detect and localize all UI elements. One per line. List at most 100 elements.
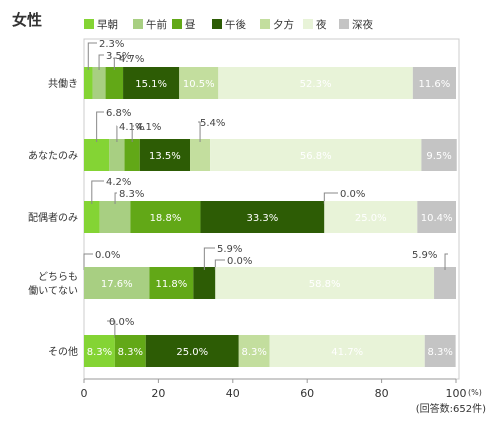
data-label: 25.0% xyxy=(355,213,387,224)
leader-line xyxy=(114,192,117,204)
data-label: 13.5% xyxy=(149,151,181,162)
bar-segment xyxy=(421,139,457,171)
data-label: 0.0% xyxy=(227,256,252,267)
bar-segment xyxy=(99,201,131,233)
chart-title: 女性 xyxy=(12,11,42,29)
x-unit-label: (%) xyxy=(468,388,482,397)
data-label: 8.3% xyxy=(119,189,144,200)
legend-label: 深夜 xyxy=(352,18,373,31)
bar-segment xyxy=(123,67,180,99)
bar-segment xyxy=(149,267,194,299)
category-label: 配偶者のみ xyxy=(28,211,78,224)
data-label: 5.9% xyxy=(217,244,242,255)
x-tick-label: 20 xyxy=(151,387,165,400)
bar-segment xyxy=(200,201,325,233)
legend-label: 早朝 xyxy=(97,19,118,31)
bar-segment xyxy=(84,139,110,171)
bars: 2.3%3.5%4.7% 15.1% 10.5% 52.3% 11.6% 6.8% 4.1%… xyxy=(83,39,457,367)
legend-label: 昼 xyxy=(185,19,196,31)
category-label: 働いてない xyxy=(28,284,78,297)
x-tick-label: 40 xyxy=(226,387,240,400)
data-label: 8.3% xyxy=(427,347,452,358)
data-label: 2.3% xyxy=(99,39,124,50)
data-label: 4.1% xyxy=(136,122,161,133)
response-count-note: (回答数:652件) xyxy=(416,402,486,415)
data-label: 5.9% xyxy=(412,250,437,261)
bar-segment xyxy=(210,139,422,171)
bar-segment xyxy=(417,201,456,233)
data-label: 52.3% xyxy=(300,79,332,90)
category-label: その他 xyxy=(48,345,78,358)
leader-line xyxy=(214,259,225,270)
category-label: どちらも xyxy=(38,271,78,283)
leader-line xyxy=(323,192,338,204)
leader-line xyxy=(107,320,116,338)
data-label: 5.4% xyxy=(200,118,225,129)
data-label: 6.8% xyxy=(106,108,131,119)
legend-label: 午前 xyxy=(146,18,167,31)
bar-segment xyxy=(139,139,191,171)
bar-segment xyxy=(424,335,456,367)
bar-segment xyxy=(238,335,270,367)
legend-swatch xyxy=(303,19,313,29)
data-label: 0.0% xyxy=(109,317,134,328)
legend: 早朝 午前 昼 午後 夕方 夜 深夜 xyxy=(84,18,373,31)
legend-swatch xyxy=(212,19,222,29)
bar-segment xyxy=(84,335,115,367)
bar-segment xyxy=(124,139,140,171)
bar-segment xyxy=(190,139,211,171)
leader-line xyxy=(87,42,97,70)
leader-line xyxy=(96,111,104,142)
data-label: 18.8% xyxy=(150,213,182,224)
x-tick-label: 80 xyxy=(375,387,389,400)
data-label: 25.0% xyxy=(176,347,208,358)
data-label: 58.8% xyxy=(309,279,341,290)
bar-segment xyxy=(434,267,456,299)
data-label: 4.7% xyxy=(119,54,144,65)
data-label: 10.5% xyxy=(183,79,215,90)
bar-segment xyxy=(114,335,146,367)
data-label: 56.8% xyxy=(300,151,332,162)
data-label: 10.4% xyxy=(421,213,453,224)
category-label: 共働き xyxy=(48,77,78,90)
leader-line xyxy=(113,57,117,70)
legend-swatch xyxy=(260,19,270,29)
bar-segment xyxy=(324,201,418,233)
leader-line xyxy=(98,54,104,70)
legend-swatch xyxy=(339,19,349,29)
data-label: 15.1% xyxy=(135,79,167,90)
data-label: 33.3% xyxy=(246,213,278,224)
legend-swatch xyxy=(84,19,94,29)
bar-segment xyxy=(92,67,106,99)
bar-segment xyxy=(84,267,150,299)
data-label: 11.6% xyxy=(419,79,451,90)
legend-swatch xyxy=(133,19,143,29)
data-label: 4.2% xyxy=(106,177,131,188)
data-label: 9.5% xyxy=(426,151,451,162)
bar-segment xyxy=(109,139,125,171)
bar-segment xyxy=(193,267,216,299)
x-tick-label: 100 xyxy=(446,387,467,400)
bar-segment xyxy=(145,335,239,367)
bar-segment xyxy=(105,67,124,99)
category-label: あなたのみ xyxy=(28,150,78,162)
bar-segment xyxy=(84,201,100,233)
bar-segment xyxy=(269,335,425,367)
legend-label: 午後 xyxy=(225,18,246,31)
legend-label: 夜 xyxy=(316,18,327,31)
bar-segment xyxy=(84,67,93,99)
legend-label: 夕方 xyxy=(273,18,294,31)
x-tick-label: 0 xyxy=(81,387,88,400)
leader-line xyxy=(444,253,448,270)
x-tick-label: 60 xyxy=(300,387,314,400)
bar-segment xyxy=(218,67,413,99)
data-label: 41.7% xyxy=(331,347,363,358)
data-label: 8.3% xyxy=(241,347,266,358)
data-label: 3.5% xyxy=(106,51,131,62)
bar-segment xyxy=(130,201,201,233)
leader-line xyxy=(198,121,201,142)
data-label: 11.8% xyxy=(156,279,188,290)
leader-line xyxy=(203,247,215,270)
